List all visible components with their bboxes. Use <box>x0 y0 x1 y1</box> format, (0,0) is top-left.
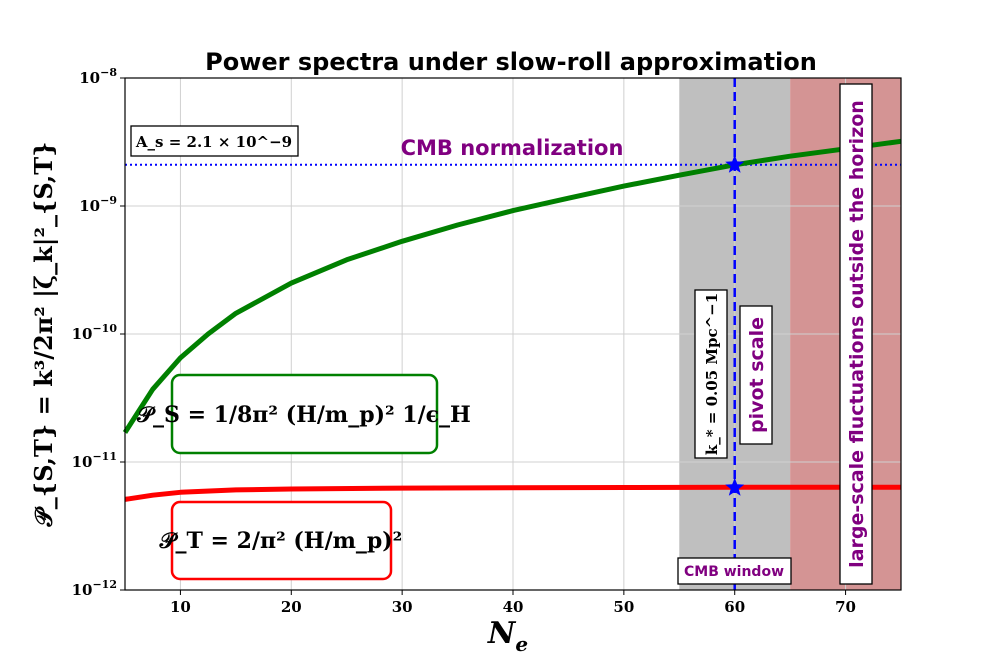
as-box-frame <box>130 125 299 157</box>
x-tick-label: 60 <box>724 598 745 616</box>
data-series <box>122 138 902 502</box>
series-line-tensor <box>124 484 901 502</box>
kstar-box-text: k_* = 0.05 Mpc^−1 <box>703 293 721 455</box>
cmb-window-frame <box>677 557 792 585</box>
x-tick-label: 40 <box>503 598 524 616</box>
y-tick-base: 10 <box>72 581 93 599</box>
x-tick-label: 20 <box>281 598 302 616</box>
y-tick-exponent: −9 <box>100 194 117 207</box>
x-ticks: 10 20 30 40 50 60 70 <box>170 590 856 616</box>
pt-formula-box: 𝒫_T = 2/π² (H/m_p)² <box>159 500 403 581</box>
horizon-region-frame <box>839 83 873 585</box>
pt-formula-text: 𝒫_T = 2/π² (H/m_p)² <box>159 528 403 554</box>
as-value-box: A_s = 2.1 × 10^−9 <box>130 125 299 157</box>
y-tick-label: 10−8 <box>79 66 117 87</box>
y-tick-exponent: −10 <box>92 322 117 335</box>
as-box-text: A_s = 2.1 × 10^−9 <box>135 133 292 151</box>
pt-formula-frame <box>170 500 393 581</box>
y-tick-base: 10 <box>72 453 93 471</box>
y-tick-base: 10 <box>79 197 100 215</box>
cmb-window-box: CMB window <box>677 557 792 585</box>
pivot-scale-frame <box>739 305 773 445</box>
star-marker-1 <box>725 477 745 496</box>
cmb-window-label: CMB window <box>684 564 784 580</box>
y-tick-base: 10 <box>79 69 100 87</box>
cmb-normalization-label: CMB normalization <box>401 136 624 160</box>
y-tick-base: 10 <box>72 325 93 343</box>
y-tick-exponent: −11 <box>92 450 117 463</box>
star-marker-0 <box>725 154 745 173</box>
markers <box>725 154 745 496</box>
horizon-region-label: large-scale fluctuations outside the hor… <box>846 100 868 568</box>
y-tick-exponent: −8 <box>100 66 117 79</box>
ps-formula-box: 𝒫_S = 1/8π² (H/m_p)² 1/ϵ_H <box>136 373 471 455</box>
y-tick-label: 10−9 <box>79 194 117 215</box>
x-axis-label: Ne <box>487 616 528 656</box>
y-tick-label: 10−11 <box>72 450 117 471</box>
series-line-scalar <box>122 138 902 434</box>
y-tick-label: 10−10 <box>72 322 118 343</box>
x-axis-label-sub: e <box>515 632 528 656</box>
kstar-box: k_* = 0.05 Mpc^−1 <box>694 289 728 459</box>
x-tick-label: 70 <box>835 598 856 616</box>
y-axis-label: 𝒫_{S,T} = k³/2π² |ζ_k|²_{S,T} <box>29 141 58 527</box>
ps-formula-text: 𝒫_S = 1/8π² (H/m_p)² 1/ϵ_H <box>136 402 471 428</box>
kstar-box-frame <box>694 289 728 459</box>
pivot-scale-box: pivot scale <box>739 305 773 445</box>
y-tick-exponent: −12 <box>92 578 117 591</box>
x-tick-label: 10 <box>170 598 191 616</box>
y-tick-label: 10−12 <box>72 578 117 599</box>
chart-title: Power spectra under slow-roll approximat… <box>205 48 817 76</box>
ps-formula-frame <box>170 373 439 455</box>
pivot-scale-label: pivot scale <box>746 317 768 433</box>
horizon-region-box: large-scale fluctuations outside the hor… <box>839 83 873 585</box>
x-tick-label: 30 <box>392 598 413 616</box>
x-tick-label: 50 <box>613 598 634 616</box>
x-axis-label-main: N <box>487 616 517 651</box>
y-axis-label-text: 𝒫_{S,T} = k³/2π² |ζ_k|²_{S,T} <box>29 141 58 527</box>
